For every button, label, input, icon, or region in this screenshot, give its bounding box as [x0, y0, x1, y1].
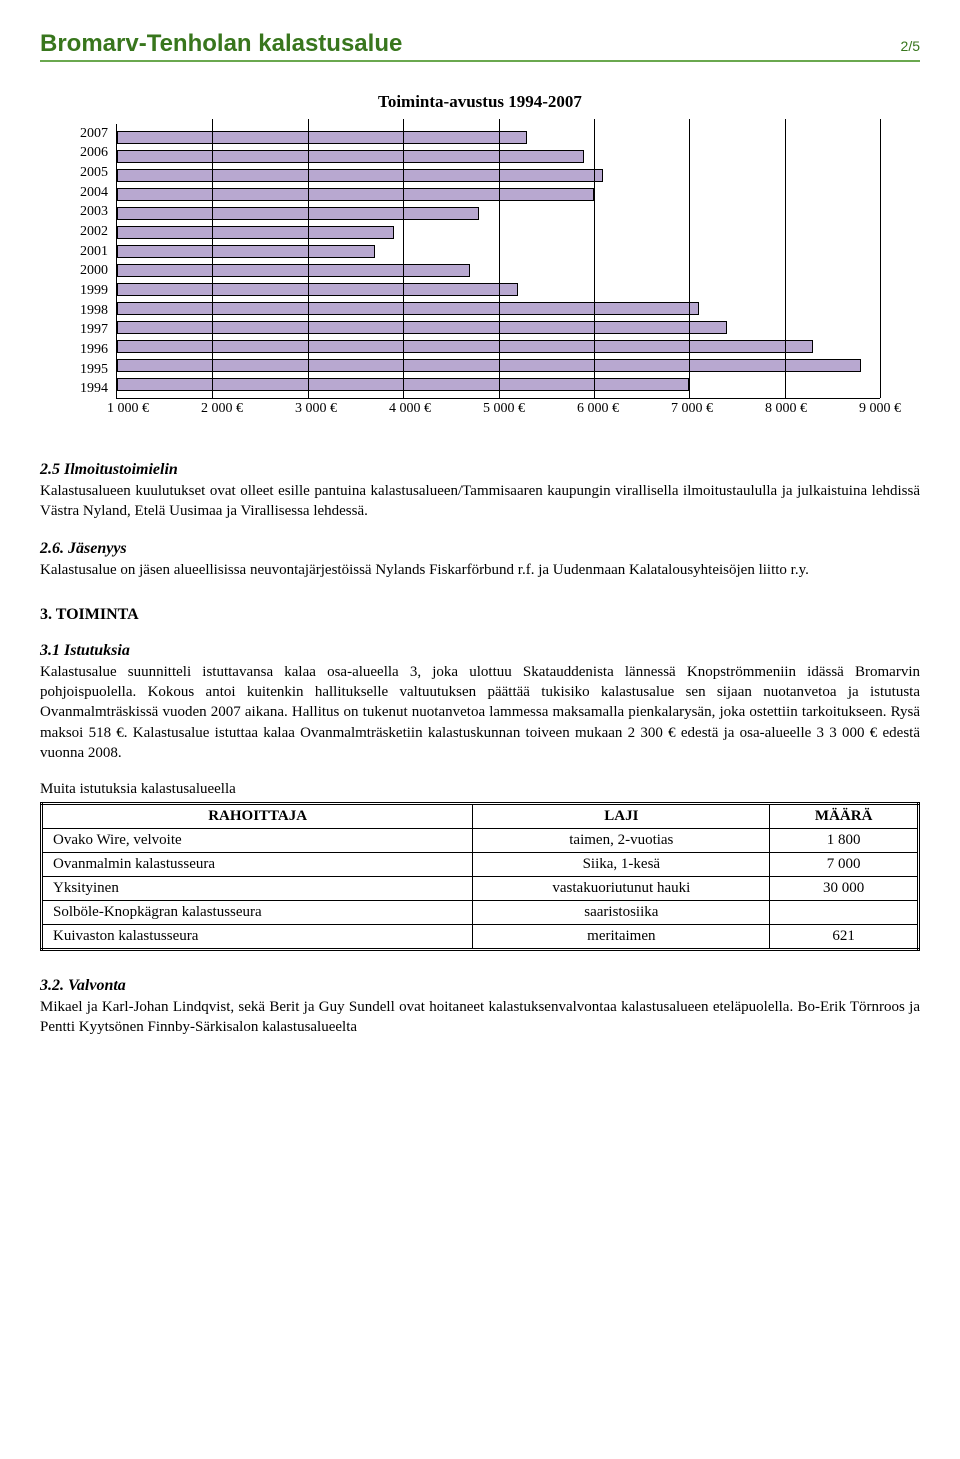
chart-x-label: 4 000 €: [389, 401, 431, 417]
heading-3-1: 3.1 Istutuksia: [40, 642, 920, 660]
chart-bar: [117, 207, 479, 220]
chart-grid-line: [403, 119, 404, 398]
chart-y-label: 2007: [80, 127, 108, 141]
chart-x-label: 9 000 €: [859, 401, 901, 417]
chart-bar: [117, 150, 584, 163]
chart-y-label: 1995: [80, 363, 108, 377]
chart-bar: [117, 321, 727, 334]
table-row: Yksityinenvastakuoriutunut hauki30 000: [42, 877, 919, 901]
cell-laji: saaristosiika: [473, 901, 770, 925]
chart-y-label: 2001: [80, 245, 108, 259]
cell-maara: 621: [770, 925, 919, 950]
heading-3: 3. TOIMINTA: [40, 606, 920, 624]
col-laji: LAJI: [473, 804, 770, 829]
chart-y-label: 2005: [80, 166, 108, 180]
chart-title: Toiminta-avustus 1994-2007: [80, 92, 880, 112]
chart-y-label: 2002: [80, 225, 108, 239]
chart-x-label: 7 000 €: [671, 401, 713, 417]
table-intro: Muita istutuksia kalastusalueella: [40, 781, 920, 798]
chart-x-label: 8 000 €: [765, 401, 807, 417]
chart-grid-line: [308, 119, 309, 398]
table-row: Ovako Wire, velvoitetaimen, 2-vuotias1 8…: [42, 829, 919, 853]
chart-x-label: 6 000 €: [577, 401, 619, 417]
heading-2-6: 2.6. Jäsenyys: [40, 540, 920, 558]
chart-grid-line: [499, 119, 500, 398]
chart-x-label: 5 000 €: [483, 401, 525, 417]
body-3-2: Mikael ja Karl-Johan Lindqvist, sekä Ber…: [40, 997, 920, 1038]
col-rahoittaja: RAHOITTAJA: [42, 804, 473, 829]
chart-y-label: 1994: [80, 382, 108, 396]
chart-bar: [117, 245, 375, 258]
chart-bar: [117, 226, 394, 239]
chart-y-label: 2004: [80, 186, 108, 200]
chart-grid-line: [594, 119, 595, 398]
header-title: Bromarv-Tenholan kalastusalue: [40, 30, 402, 58]
chart-y-label: 1998: [80, 304, 108, 318]
chart-grid-line: [689, 119, 690, 398]
body-2-6: Kalastusalue on jäsen alueellisissa neuv…: [40, 560, 920, 580]
chart-bar: [117, 264, 470, 277]
table-row: Solböle-Knopkägran kalastusseurasaaristo…: [42, 901, 919, 925]
cell-laji: meritaimen: [473, 925, 770, 950]
chart-y-label: 2000: [80, 264, 108, 278]
chart-grid-line: [785, 119, 786, 398]
cell-rahoittaja: Kuivaston kalastusseura: [42, 925, 473, 950]
chart-y-label: 1996: [80, 343, 108, 357]
cell-rahoittaja: Ovako Wire, velvoite: [42, 829, 473, 853]
cell-maara: [770, 901, 919, 925]
chart-x-labels: 1 000 €2 000 €3 000 €4 000 €5 000 €6 000…: [128, 401, 880, 421]
chart-grid-line: [880, 119, 881, 398]
table-row: Ovanmalmin kalastusseuraSiika, 1-kesä7 0…: [42, 853, 919, 877]
chart-bar: [117, 188, 594, 201]
chart-plot-area: [116, 124, 880, 399]
col-maara: MÄÄRÄ: [770, 804, 919, 829]
chart: 2007 2006 2005 2004 2003 2002 2001 2000 1999 1998…: [80, 124, 880, 399]
chart-bar: [117, 359, 861, 372]
chart-bar: [117, 169, 603, 182]
cell-maara: 30 000: [770, 877, 919, 901]
body-2-5: Kalastusalueen kuulutukset ovat olleet e…: [40, 481, 920, 522]
cell-maara: 1 800: [770, 829, 919, 853]
cell-rahoittaja: Solböle-Knopkägran kalastusseura: [42, 901, 473, 925]
cell-maara: 7 000: [770, 853, 919, 877]
body-3-1: Kalastusalue suunnitteli istuttavansa ka…: [40, 662, 920, 763]
stocking-table: RAHOITTAJA LAJI MÄÄRÄ Ovako Wire, velvoi…: [40, 802, 920, 951]
cell-rahoittaja: Ovanmalmin kalastusseura: [42, 853, 473, 877]
cell-laji: Siika, 1-kesä: [473, 853, 770, 877]
chart-y-labels: 2007 2006 2005 2004 2003 2002 2001 2000 1999 1998…: [80, 124, 116, 399]
chart-x-label: 2 000 €: [201, 401, 243, 417]
chart-y-label: 1999: [80, 284, 108, 298]
chart-bar: [117, 131, 527, 144]
chart-bar: [117, 283, 518, 296]
chart-grid-line: [212, 119, 213, 398]
chart-x-label: 3 000 €: [295, 401, 337, 417]
chart-bar: [117, 302, 699, 315]
chart-bar: [117, 340, 813, 353]
cell-rahoittaja: Yksityinen: [42, 877, 473, 901]
table-row: Kuivaston kalastusseurameritaimen621: [42, 925, 919, 950]
chart-y-label: 1997: [80, 323, 108, 337]
chart-y-label: 2003: [80, 205, 108, 219]
heading-2-5: 2.5 Ilmoitustoimielin: [40, 461, 920, 479]
page-header: Bromarv-Tenholan kalastusalue 2/5: [40, 30, 920, 62]
heading-3-2: 3.2. Valvonta: [40, 977, 920, 995]
cell-laji: vastakuoriutunut hauki: [473, 877, 770, 901]
chart-x-label: 1 000 €: [107, 401, 149, 417]
chart-container: Toiminta-avustus 1994-2007 2007200620052…: [80, 92, 880, 421]
cell-laji: taimen, 2-vuotias: [473, 829, 770, 853]
chart-y-label: 2006: [80, 146, 108, 160]
page-number: 2/5: [901, 38, 920, 54]
